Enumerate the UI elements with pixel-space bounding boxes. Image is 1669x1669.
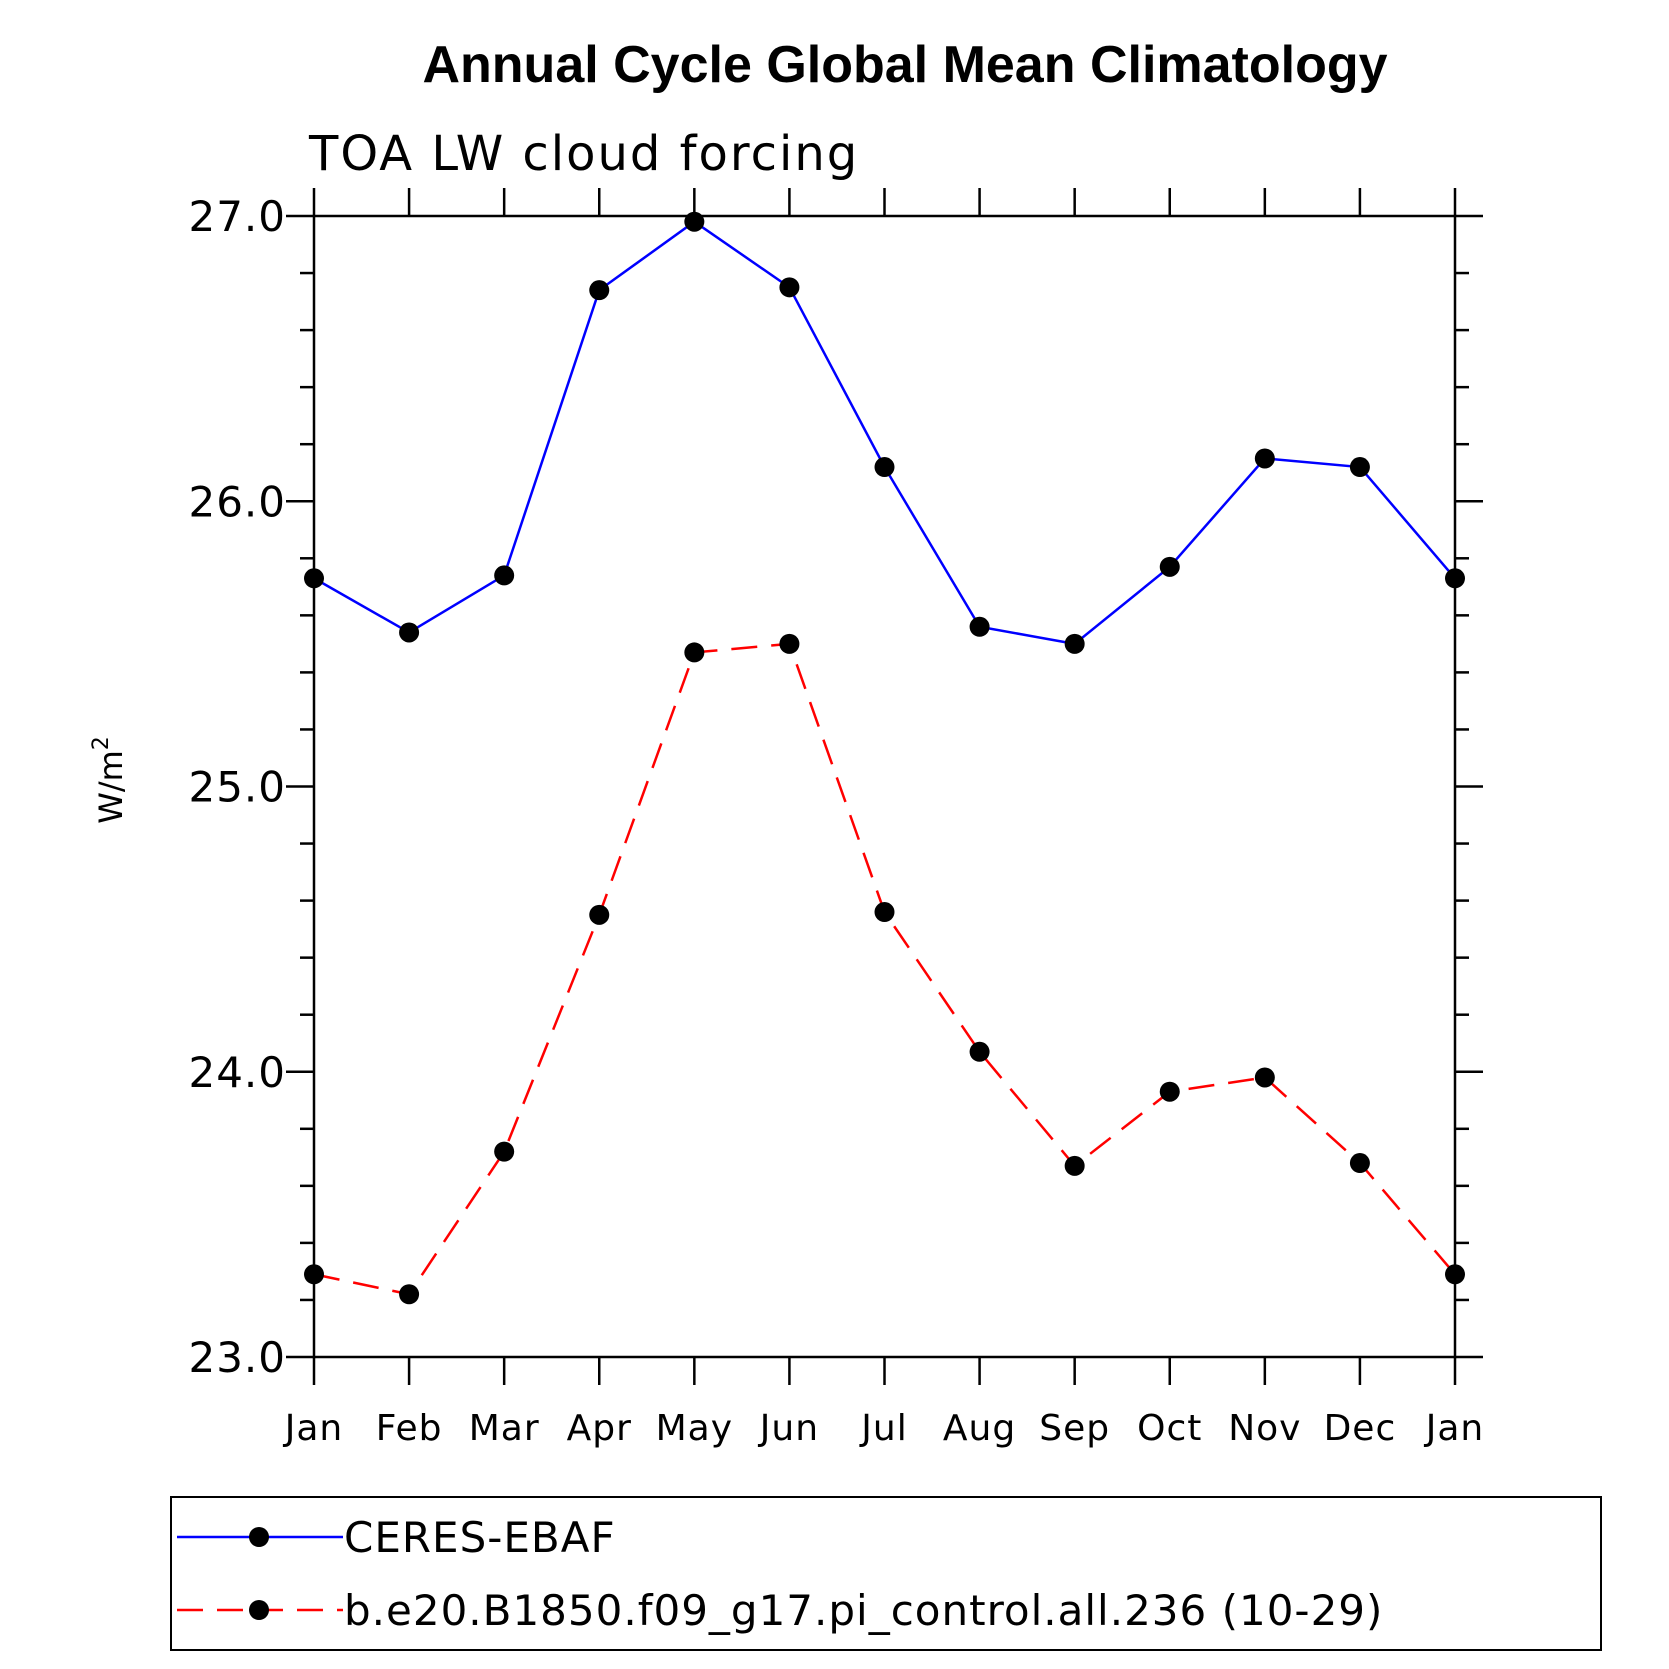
legend: CERES-EBAF b.e20.B1850.f09_g17.pi_control… — [170, 1496, 1602, 1651]
x-tick-label: Jan — [283, 1408, 344, 1449]
series-0-point — [1349, 457, 1370, 478]
x-tick-label: Nov — [1228, 1408, 1301, 1449]
x-tick-label: Oct — [1137, 1408, 1202, 1449]
y-axis-label: W/m2 — [89, 736, 130, 824]
series-1-point — [1159, 1081, 1180, 1102]
chart-title: Annual Cycle Global Mean Climatology — [422, 36, 1387, 94]
series-line-0 — [313, 220, 1456, 646]
series-1-point — [1064, 1155, 1085, 1176]
legend-label-1: b.e20.B1850.f09_g17.pi_control.all.236 (… — [344, 1586, 1383, 1635]
series-0-point — [1159, 556, 1180, 577]
x-tick-label: Aug — [943, 1408, 1016, 1449]
series-1-point — [399, 1284, 420, 1305]
x-tick-label: Jun — [758, 1408, 819, 1449]
plot-frame — [312, 214, 1457, 1359]
x-tick-label: May — [656, 1408, 733, 1449]
series-layer — [304, 211, 1465, 1305]
legend-label-0: CERES-EBAF — [344, 1513, 616, 1562]
series-0-point — [589, 280, 610, 301]
x-tick-label: Dec — [1324, 1408, 1397, 1449]
series-0-point — [494, 565, 515, 586]
x-tick-label: Sep — [1039, 1408, 1110, 1449]
series-0-point — [1254, 448, 1275, 469]
y-tick-label: 23.0 — [188, 1333, 286, 1382]
legend-marker-0 — [249, 1527, 269, 1547]
legend-box — [170, 1496, 1602, 1651]
series-1-point — [304, 1264, 324, 1285]
chart-subtitle: TOA LW cloud forcing — [308, 126, 859, 182]
series-0-point — [304, 568, 324, 589]
series-0-point — [874, 457, 895, 478]
y-axis: 27.0 26.0 25.0 24.0 23.0 — [188, 192, 1483, 1382]
series-1-point — [494, 1141, 515, 1162]
y-tick-label: 24.0 — [188, 1048, 286, 1097]
legend-marker-1 — [249, 1600, 269, 1620]
x-axis: Jan Feb Mar Apr May Jun Jul Aug Sep Oct Nov Dec Jan — [283, 188, 1485, 1449]
series-1-point — [589, 904, 610, 925]
series-1-point — [779, 633, 800, 654]
series-0-point — [1064, 633, 1085, 654]
plot-border — [312, 214, 1457, 1359]
series-0-point — [1445, 568, 1465, 589]
series-0-point — [779, 277, 800, 298]
y-tick-label: 25.0 — [188, 763, 286, 812]
x-tick-label: Mar — [469, 1408, 540, 1449]
x-tick-label: Jul — [859, 1408, 907, 1449]
series-1-point — [969, 1041, 990, 1062]
series-1-point — [1254, 1067, 1275, 1088]
x-tick-label: Apr — [567, 1408, 632, 1449]
series-line-1 — [313, 642, 1456, 1296]
x-tick-label: Feb — [376, 1408, 443, 1449]
x-tick-label: Jan — [1424, 1408, 1485, 1449]
series-0-point — [969, 616, 990, 637]
series-0-point — [684, 211, 705, 232]
series-1-point — [684, 642, 705, 663]
y-tick-label: 27.0 — [188, 192, 286, 241]
series-1-point — [1349, 1153, 1370, 1174]
series-1-point — [874, 902, 895, 923]
series-1-point — [1445, 1264, 1465, 1285]
series-0-point — [399, 622, 420, 643]
y-tick-label: 26.0 — [188, 477, 286, 526]
